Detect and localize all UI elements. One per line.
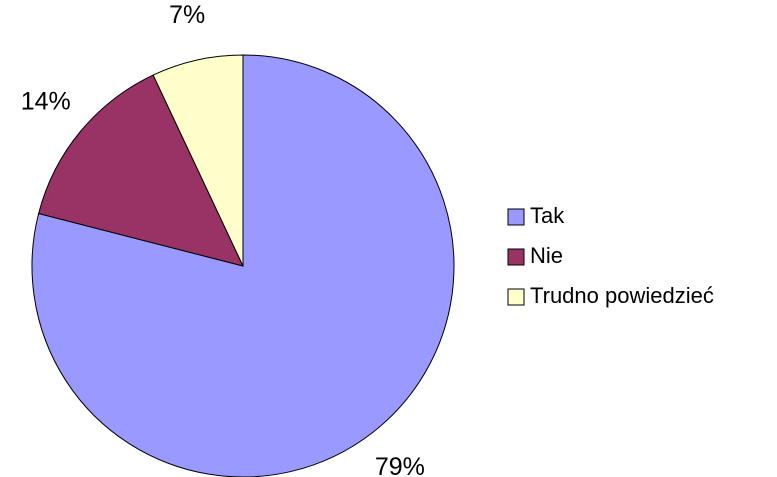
pie-slice: [152, 54, 244, 267]
legend-label: Trudno powiedzieć: [530, 283, 714, 308]
pie-slice: [38, 74, 244, 267]
legend-label: Nie: [530, 243, 563, 268]
legend-swatch: [507, 248, 525, 266]
value-label: 14%: [21, 87, 71, 115]
legend-swatch: [507, 208, 525, 226]
value-label: 7%: [169, 1, 205, 29]
value-label: 79%: [375, 453, 425, 477]
legend-label: Tak: [530, 203, 565, 228]
legend-swatch: [507, 288, 525, 306]
